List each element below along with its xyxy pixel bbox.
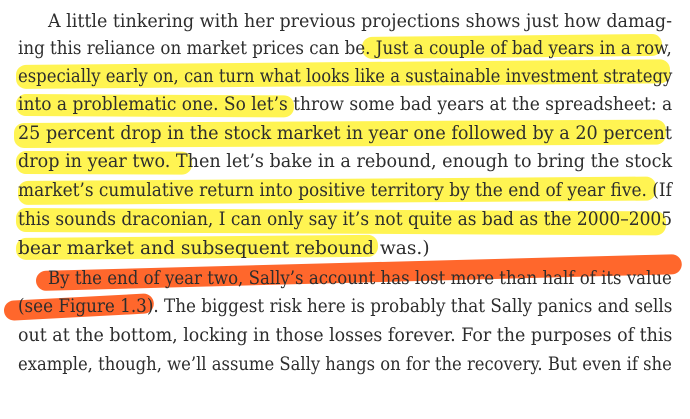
text-line: this sounds draconian, I can only say it… <box>18 209 673 230</box>
text-line: drop in year two. Then let’s bake in a r… <box>18 151 673 172</box>
text-line: (see Figure 1.3). The biggest risk here … <box>18 296 673 317</box>
text-line: bear market and subsequent rebound was.) <box>18 238 430 259</box>
text-line: out at the bottom, locking in those loss… <box>18 325 673 346</box>
text-line: example, though, we’ll assume Sally hang… <box>18 354 672 375</box>
text-line: especially early on, can turn what looks… <box>18 66 673 87</box>
text-line: market’s cumulative return into positive… <box>18 180 672 201</box>
text-line: ing this reliance on market prices can b… <box>18 38 672 59</box>
text-line: By the end of year two, Sally’s account … <box>48 268 672 289</box>
text-line: into a problematic one. So let’s throw s… <box>18 94 673 115</box>
text-line: 25 percent drop in the stock market in y… <box>18 123 672 144</box>
text-line: A little tinkering with her previous pro… <box>48 11 673 32</box>
